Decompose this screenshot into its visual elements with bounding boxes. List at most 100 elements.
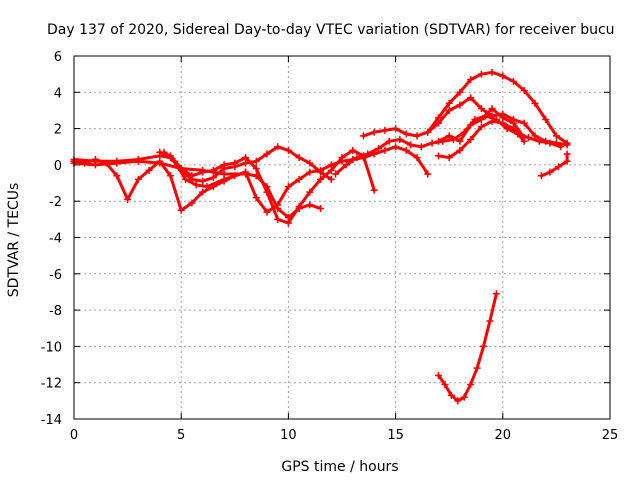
data-point [563, 157, 571, 165]
data-point [364, 150, 372, 158]
data-point [295, 175, 303, 183]
data-point [242, 168, 250, 176]
data-point [284, 183, 292, 191]
data-point [499, 119, 507, 127]
data-point [242, 154, 250, 162]
data-point [499, 72, 507, 80]
data-point [392, 143, 400, 151]
data-point [203, 183, 211, 191]
data-point [177, 206, 185, 214]
data-point [359, 132, 367, 140]
data-point [520, 86, 528, 94]
data-point [263, 188, 271, 196]
y-tick-label: 6 [54, 50, 62, 65]
data-point [456, 146, 464, 154]
data-point [488, 105, 496, 113]
data-point [396, 135, 404, 143]
data-point [563, 139, 571, 147]
data-point [402, 130, 410, 138]
data-point [134, 175, 142, 183]
data-point [434, 152, 442, 160]
data-point [220, 161, 228, 169]
data-point [342, 161, 350, 169]
data-point [447, 391, 455, 399]
data-point [370, 186, 378, 194]
data-point [492, 290, 500, 298]
data-point [552, 132, 560, 140]
data-point [332, 170, 340, 178]
data-point [306, 168, 314, 176]
data-point [353, 154, 361, 162]
data-point [424, 170, 432, 178]
data-point [402, 146, 410, 154]
data-point [486, 317, 494, 325]
y-axis-label: SDTVAR / TECUs [6, 183, 22, 298]
data-point [199, 168, 207, 176]
data-point [555, 163, 563, 171]
data-point [531, 99, 539, 107]
data-point [209, 174, 217, 182]
data-point [480, 342, 488, 350]
data-point [306, 201, 314, 209]
x-axis-label: GPS time / hours [281, 459, 398, 475]
data-point [413, 154, 421, 162]
data-point [477, 70, 485, 78]
y-tick-label: -10 [41, 340, 62, 355]
data-point [477, 123, 485, 131]
data-point [199, 188, 207, 196]
data-point [274, 201, 282, 209]
y-tick-label: -12 [41, 377, 62, 392]
data-point [306, 188, 314, 196]
data-point [552, 139, 560, 147]
x-tick-label: 5 [177, 428, 185, 443]
data-point [467, 135, 475, 143]
data-point [124, 195, 132, 203]
data-point [460, 393, 468, 401]
data-point [374, 145, 382, 153]
data-point [188, 199, 196, 207]
data-point [434, 371, 442, 379]
data-point [274, 143, 282, 151]
data-point [145, 166, 153, 174]
data-point [542, 116, 550, 124]
data-point [381, 126, 389, 134]
data-point [317, 166, 325, 174]
data-point [456, 88, 464, 96]
data-point [546, 168, 554, 176]
data-point [467, 76, 475, 84]
y-tick-label: -4 [49, 232, 62, 247]
data-point [91, 161, 99, 169]
data-point [441, 381, 449, 389]
data-point [428, 139, 436, 147]
data-point [542, 137, 550, 145]
x-tick-label: 20 [495, 428, 512, 443]
data-point [209, 166, 217, 174]
data-point [327, 175, 335, 183]
data-point [317, 175, 325, 183]
data-point [113, 172, 121, 180]
data-point [520, 119, 528, 127]
data-point [385, 137, 393, 145]
y-tick-label: 0 [54, 159, 62, 174]
plot-frame [73, 55, 611, 420]
y-tick-label: -8 [49, 304, 62, 319]
data-point [445, 132, 453, 140]
series-line [426, 70, 569, 145]
data-point [231, 159, 239, 167]
data-point [537, 172, 545, 180]
data-point [220, 175, 228, 183]
y-tick-label: -2 [49, 195, 62, 210]
data-point [445, 154, 453, 162]
series-arc-8 [424, 68, 571, 147]
data-point [295, 203, 303, 211]
data-point [181, 175, 189, 183]
data-point [252, 194, 260, 202]
data-point [284, 219, 292, 227]
series-arc-11 [537, 150, 571, 180]
grid [74, 56, 610, 419]
data-point [488, 68, 496, 76]
x-tick-label: 0 [70, 428, 78, 443]
x-tick-label: 10 [280, 428, 297, 443]
x-tick-label: 15 [387, 428, 404, 443]
